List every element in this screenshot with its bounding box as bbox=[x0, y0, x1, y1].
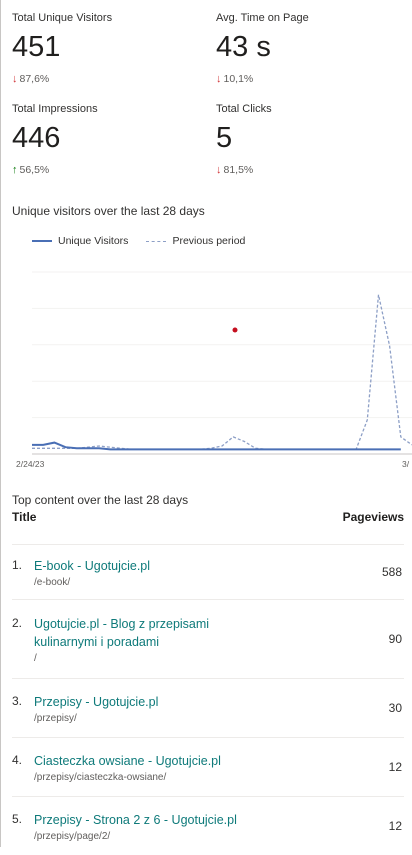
stat-value: 446 bbox=[12, 122, 61, 154]
row-left: 2. Ugotujcie.pl - Blog z przepisami kuli… bbox=[12, 615, 254, 664]
top-content-table: Title Pageviews 1. E-book - Ugotujcie.pl… bbox=[12, 510, 404, 855]
stat-change-value: 87,6% bbox=[19, 73, 50, 85]
stat-label: Avg. Time on Page bbox=[216, 12, 309, 24]
previous-period-line bbox=[32, 294, 412, 451]
unique-visitors-line bbox=[32, 441, 401, 451]
arrow-down-icon: ↓ bbox=[12, 73, 18, 85]
stat-clicks: Total Clicks 5 ↓ 81,5% bbox=[216, 103, 272, 176]
stat-change-value: 56,5% bbox=[19, 164, 50, 176]
row-title-link[interactable]: Przepisy - Strona 2 z 6 - Ugotujcie.pl bbox=[34, 812, 237, 827]
legend-swatch-dashed bbox=[146, 240, 167, 242]
row-pageviews: 90 bbox=[388, 632, 402, 646]
stat-impressions: Total Impressions 446 ↑ 56,5% bbox=[12, 103, 98, 176]
row-path: /przepisy/page/2/ bbox=[34, 830, 111, 842]
stat-value: 43 s bbox=[216, 31, 271, 63]
table-row: 4. Ciasteczka owsiane - Ugotujcie.pl /pr… bbox=[12, 738, 404, 797]
chart-legend: Unique Visitors Previous period bbox=[32, 235, 263, 247]
stat-unique-visitors: Total Unique Visitors 451 ↓ 87,6% bbox=[12, 12, 112, 85]
table-row: 2. Ugotujcie.pl - Blog z przepisami kuli… bbox=[12, 600, 404, 679]
row-text: Ciasteczka owsiane - Ugotujcie.pl /przep… bbox=[34, 752, 221, 783]
row-number: 2. bbox=[12, 615, 23, 630]
row-number: 3. bbox=[12, 693, 23, 708]
stat-label: Total Unique Visitors bbox=[12, 12, 113, 24]
row-title-link[interactable]: Przepisy - Ugotujcie.pl bbox=[34, 694, 159, 709]
legend-label-current: Unique Visitors bbox=[58, 235, 129, 247]
table-row: 3. Przepisy - Ugotujcie.pl /przepisy/ 30 bbox=[12, 679, 404, 738]
stat-change-value: 81,5% bbox=[223, 164, 254, 176]
row-path: /przepisy/ bbox=[34, 712, 77, 724]
column-header-pageviews[interactable]: Pageviews bbox=[342, 510, 404, 524]
row-number: 1. bbox=[12, 557, 23, 572]
arrow-down-icon: ↓ bbox=[216, 73, 222, 85]
row-text: Przepisy - Ugotujcie.pl /przepisy/ bbox=[34, 693, 158, 724]
x-tick-label: 3/ bbox=[402, 459, 410, 469]
arrow-down-icon: ↓ bbox=[216, 164, 222, 176]
row-title-link[interactable]: E-book - Ugotujcie.pl bbox=[34, 558, 151, 573]
stat-label: Total Clicks bbox=[216, 103, 272, 115]
stat-change-value: 10,1% bbox=[223, 73, 254, 85]
row-pageviews: 12 bbox=[388, 819, 402, 833]
legend-item-previous[interactable]: Previous period bbox=[146, 235, 245, 247]
row-title-link[interactable]: Ciasteczka owsiane - Ugotujcie.pl bbox=[34, 753, 221, 768]
chart-grid bbox=[32, 271, 412, 455]
stat-change: ↓ 10,1% bbox=[216, 73, 309, 85]
stat-change: ↓ 87,6% bbox=[12, 73, 112, 85]
row-pageviews: 30 bbox=[388, 701, 402, 715]
stat-avg-time: Avg. Time on Page 43 s ↓ 10,1% bbox=[216, 12, 309, 85]
row-path: /przepisy/ciasteczka-owsiane/ bbox=[34, 771, 167, 783]
table-row: 1. E-book - Ugotujcie.pl /e-book/ 588 bbox=[12, 545, 404, 600]
row-path: /e-book/ bbox=[34, 576, 71, 588]
x-tick-label: 2/24/23 bbox=[16, 459, 45, 469]
top-content-title: Top content over the last 28 days bbox=[12, 493, 189, 507]
legend-label-previous: Previous period bbox=[172, 235, 246, 247]
stat-change: ↑ 56,5% bbox=[12, 164, 98, 176]
row-number: 4. bbox=[12, 752, 23, 767]
left-border bbox=[0, 0, 1, 847]
table-row: 5. Przepisy - Strona 2 z 6 - Ugotujcie.p… bbox=[12, 797, 404, 855]
row-number: 5. bbox=[12, 811, 23, 826]
row-text: Ugotujcie.pl - Blog z przepisami kulinar… bbox=[34, 615, 254, 664]
stat-value: 451 bbox=[12, 31, 61, 63]
legend-item-current[interactable]: Unique Visitors bbox=[32, 235, 128, 247]
table-header: Title Pageviews bbox=[12, 510, 404, 545]
arrow-up-icon: ↑ bbox=[12, 164, 18, 176]
row-title-link[interactable]: Ugotujcie.pl - Blog z przepisami kulinar… bbox=[34, 616, 210, 649]
row-left: 4. Ciasteczka owsiane - Ugotujcie.pl /pr… bbox=[12, 752, 221, 783]
row-text: Przepisy - Strona 2 z 6 - Ugotujcie.pl /… bbox=[34, 811, 237, 842]
legend-swatch-solid bbox=[32, 240, 52, 242]
stat-label: Total Impressions bbox=[12, 103, 98, 115]
visitors-line-chart[interactable]: 2/24/23 3/ bbox=[0, 250, 412, 475]
row-left: 3. Przepisy - Ugotujcie.pl /przepisy/ bbox=[12, 693, 158, 724]
row-pageviews: 12 bbox=[388, 760, 402, 774]
row-left: 1. E-book - Ugotujcie.pl /e-book/ bbox=[12, 557, 150, 588]
row-text: E-book - Ugotujcie.pl /e-book/ bbox=[34, 557, 150, 588]
row-left: 5. Przepisy - Strona 2 z 6 - Ugotujcie.p… bbox=[12, 811, 237, 842]
column-header-title[interactable]: Title bbox=[12, 510, 37, 524]
chart-annotation-marker bbox=[232, 327, 238, 333]
chart-section-title: Unique visitors over the last 28 days bbox=[12, 204, 205, 218]
row-pageviews: 588 bbox=[381, 565, 402, 579]
stat-change: ↓ 81,5% bbox=[216, 164, 272, 176]
row-path: / bbox=[34, 652, 37, 664]
stat-value: 5 bbox=[216, 122, 233, 154]
